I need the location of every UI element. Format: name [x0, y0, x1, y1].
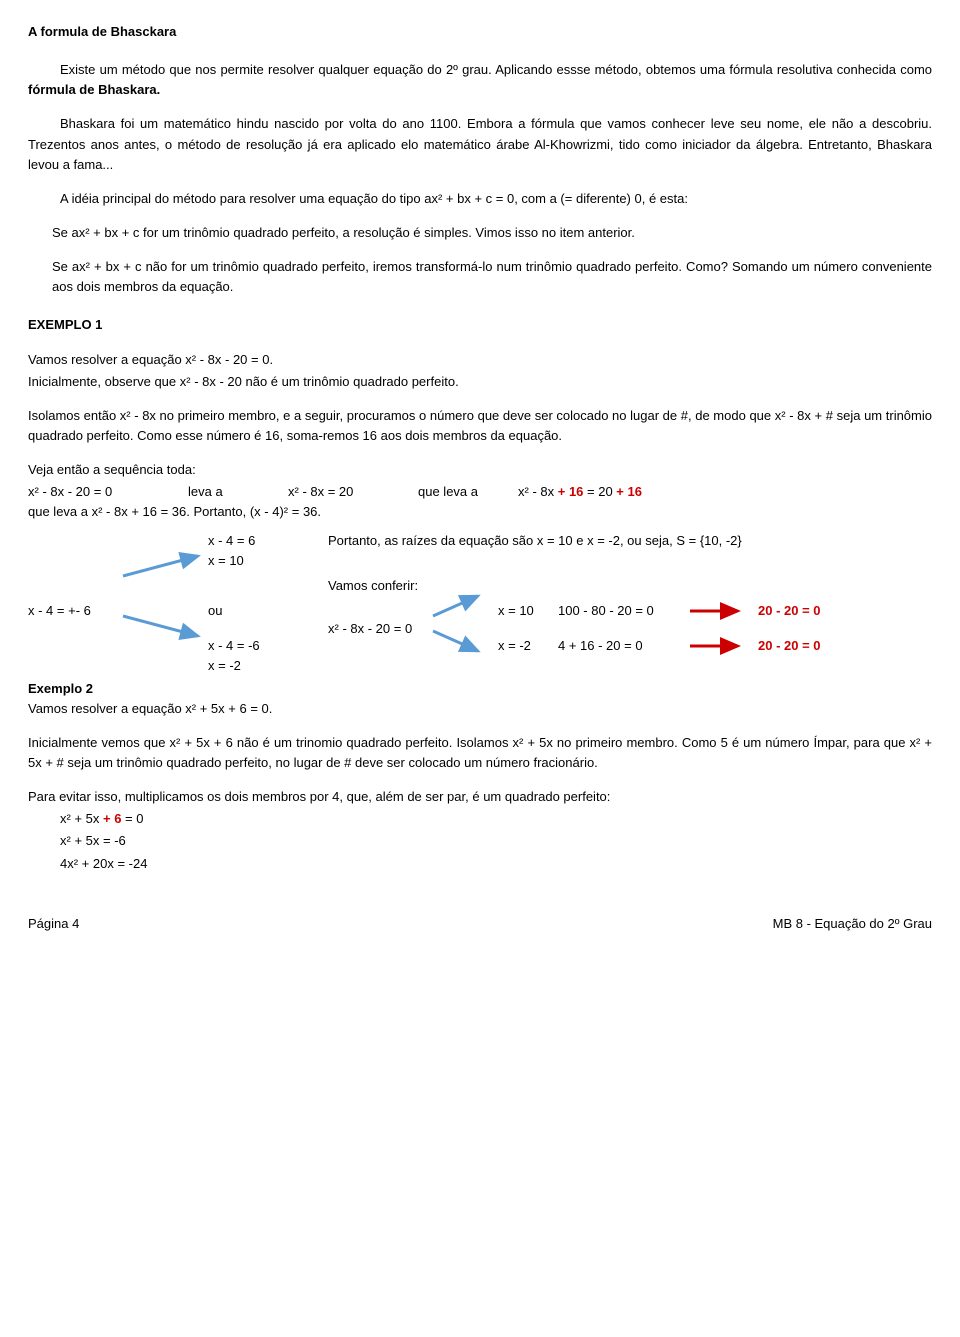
- arrow-red-1-icon: [688, 601, 748, 621]
- sol-x10: x = 10: [498, 601, 534, 621]
- paragraph-intro: Existe um método que nos permite resolve…: [28, 60, 932, 100]
- sol-l5: x = -2: [208, 656, 241, 676]
- ex1-line1: Vamos resolver a equação x² - 8x - 20 = …: [28, 350, 932, 370]
- footer-page: Página 4: [28, 914, 79, 934]
- eq-a3: = 0: [121, 811, 143, 826]
- arrow-blue-eq-up-icon: [428, 591, 488, 621]
- sol-lhs: x - 4 = +- 6: [28, 601, 91, 621]
- seq-c2: + 16: [558, 484, 584, 499]
- heading-example1: EXEMPLO 1: [28, 315, 932, 335]
- seq-c4: + 16: [616, 484, 642, 499]
- ex2-l1: Vamos resolver a equação x² + 5x + 6 = 0…: [28, 699, 932, 719]
- sol-conc: Portanto, as raízes da equação são x = 1…: [328, 531, 742, 551]
- sol-l4: x - 4 = -6: [208, 636, 260, 656]
- arrow-red-2-icon: [688, 636, 748, 656]
- eq-c: 4x² + 20x = -24: [60, 854, 932, 874]
- seq2: que leva a x² - 8x + 16 = 36. Portanto, …: [28, 502, 932, 522]
- p2-text: Bhaskara foi um matemático hindu nascido…: [28, 116, 932, 171]
- seq-queleva: que leva a: [418, 482, 518, 502]
- sol-c10: 100 - 80 - 20 = 0: [558, 601, 654, 621]
- sol-conferir: Vamos conferir:: [328, 576, 418, 596]
- paragraph-idea: A idéia principal do método para resolve…: [28, 189, 932, 209]
- paragraph-case1: Se ax² + bx + c for um trinômio quadrado…: [52, 223, 932, 243]
- sol-r2: 20 - 20 = 0: [758, 636, 821, 656]
- page-title: A formula de Bhasckara: [28, 22, 932, 42]
- eq-a1: x² + 5x: [60, 811, 103, 826]
- sol-xm2: x = -2: [498, 636, 531, 656]
- seq-c: x² - 8x + 16 = 20 + 16: [518, 482, 642, 502]
- footer-doc: MB 8 - Equação do 2º Grau: [773, 914, 932, 934]
- footer: Página 4 MB 8 - Equação do 2º Grau: [28, 914, 932, 934]
- eq-a: x² + 5x + 6 = 0: [60, 809, 932, 829]
- arrow-blue-up-icon: [118, 551, 208, 581]
- seq-title: Veja então a sequência toda:: [28, 460, 932, 480]
- arrow-blue-eq-down-icon: [428, 626, 488, 656]
- seq-leva: leva a: [188, 482, 288, 502]
- p3-text: A idéia principal do método para resolve…: [60, 191, 688, 206]
- seq-a: x² - 8x - 20 = 0: [28, 482, 188, 502]
- seq-b: x² - 8x = 20: [288, 482, 418, 502]
- sol-r1: 20 - 20 = 0: [758, 601, 821, 621]
- arrow-blue-down-icon: [118, 611, 208, 641]
- sol-eq: x² - 8x - 20 = 0: [328, 619, 412, 639]
- ex1-line3: Isolamos então x² - 8x no primeiro membr…: [28, 406, 932, 446]
- ex2-l3: Para evitar isso, multiplicamos os dois …: [28, 787, 932, 807]
- solution-block: x - 4 = +- 6 x - 4 = 6 x = 10 ou x - 4 =…: [28, 531, 932, 661]
- seq-row: x² - 8x - 20 = 0 leva a x² - 8x = 20 que…: [28, 482, 932, 502]
- eq-b: x² + 5x = -6: [60, 831, 932, 851]
- seq-c3: = 20: [583, 484, 616, 499]
- sol-l2: x = 10: [208, 551, 244, 571]
- ex1-line2: Inicialmente, observe que x² - 8x - 20 n…: [28, 372, 932, 392]
- p1-text-b: fórmula de Bhaskara.: [28, 82, 160, 97]
- paragraph-case2: Se ax² + bx + c não for um trinômio quad…: [52, 257, 932, 297]
- eq-list: x² + 5x + 6 = 0 x² + 5x = -6 4x² + 20x =…: [28, 809, 932, 873]
- paragraph-history: Bhaskara foi um matemático hindu nascido…: [28, 114, 932, 174]
- sol-cm2: 4 + 16 - 20 = 0: [558, 636, 643, 656]
- seq-c1: x² - 8x: [518, 484, 558, 499]
- sol-l1: x - 4 = 6: [208, 531, 255, 551]
- ex2-l2: Inicialmente vemos que x² + 5x + 6 não é…: [28, 733, 932, 773]
- eq-a2: + 6: [103, 811, 121, 826]
- sol-l3: ou: [208, 601, 222, 621]
- heading-example2: Exemplo 2: [28, 679, 932, 699]
- p1-text-a: Existe um método que nos permite resolve…: [60, 62, 932, 77]
